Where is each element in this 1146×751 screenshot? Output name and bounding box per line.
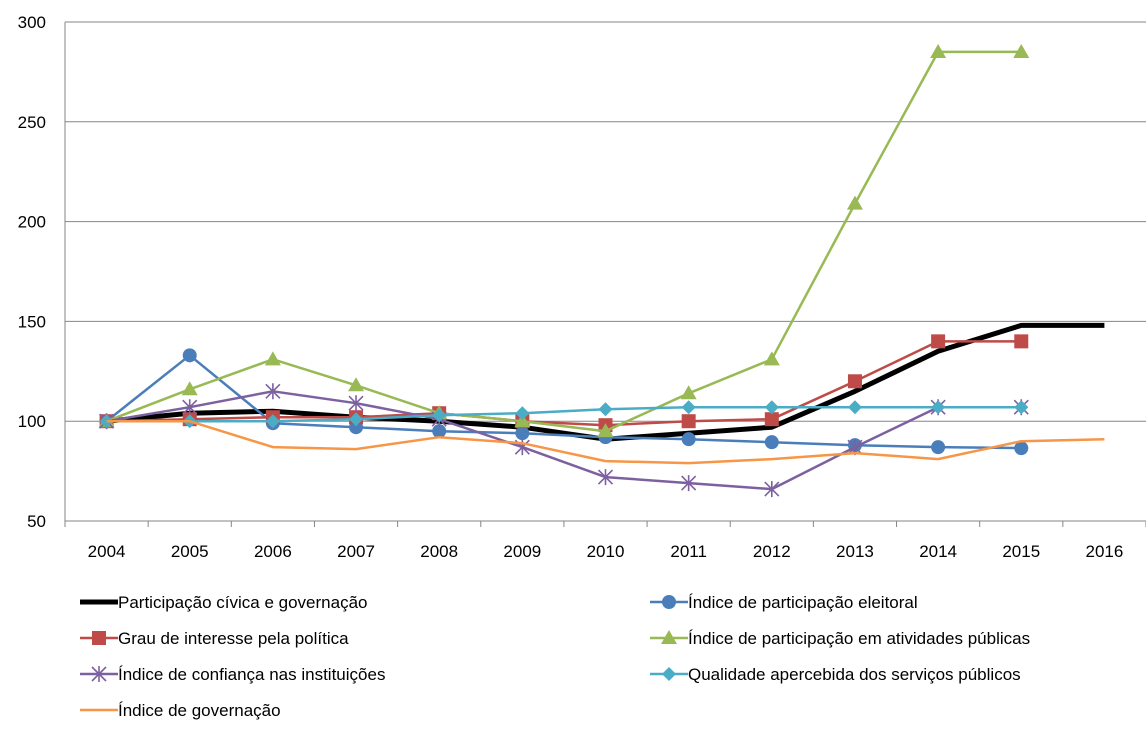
series-3-point [680,385,697,400]
y-tick-label: 150 [18,312,46,331]
x-tick-label: 2013 [836,542,874,561]
legend-label-0: Participação cívica e governação [118,593,367,612]
series-line-5 [106,405,1022,423]
series-line-2 [106,340,1022,427]
series-5-point [681,400,696,415]
legend-label-2: Grau de interesse pela política [118,629,349,648]
x-tick-label: 2009 [503,542,541,561]
legend-marker-4 [91,666,107,682]
series-5-point [515,406,530,421]
series-5-point [598,402,613,417]
series-line-3 [106,50,1022,433]
x-tick-label: 2014 [919,542,957,561]
series-1-point [681,432,696,447]
series-line-6 [106,419,1105,465]
series-line-1 [105,354,1022,450]
series-5-point [99,414,114,429]
legend-marker-5 [662,667,676,681]
legend-label-6: Índice de governação [118,701,281,720]
series-3-point [348,377,365,392]
legend-label-1: Índice de participação eleitoral [688,593,918,612]
series-2-point [1014,334,1029,349]
series-4-point [182,399,198,416]
series-2-point [931,334,946,349]
x-tick-label: 2010 [587,542,625,561]
x-tick-label: 2015 [1002,542,1040,561]
series-3-point [763,351,780,366]
legend-marker-3 [661,630,677,644]
series-2-point [764,412,779,427]
x-tick-label: 2008 [420,542,458,561]
series-4-point [265,383,281,400]
x-tick-label: 2006 [254,542,292,561]
series-1-point [1014,441,1029,456]
series-1-point [515,426,530,441]
series-4-point [348,395,364,412]
series-3-point [597,423,614,438]
series-3-point [846,195,863,210]
series-4-point [597,469,614,486]
series-5-point [349,412,364,427]
series-2-point [847,374,862,389]
series-2-point [681,414,696,429]
series-3-point [930,43,947,58]
series-5-point [265,414,280,429]
series-1-point [931,440,946,455]
x-tick-label: 2004 [88,542,126,561]
y-tick-label: 50 [27,512,46,531]
legend-label-4: Índice de confiança nas instituições [118,665,385,684]
series-4-point [681,475,697,492]
series-5-point [847,400,862,415]
series-4-point [514,439,530,456]
series-1-point [182,348,197,363]
series-3-point [1013,43,1030,58]
legend-label-5: Qualidade apercebida dos serviços públic… [688,665,1021,684]
series-3-point [181,381,198,396]
y-tick-label: 300 [18,13,46,32]
series-3-point [264,351,281,366]
legend-marker-1 [662,595,676,609]
series-5-point [1014,400,1029,415]
legend-label-3: Índice de participação em atividades púb… [688,629,1030,648]
x-tick-label: 2005 [171,542,209,561]
series-4-point [764,481,780,498]
series-line-4 [106,390,1022,491]
series-1-point [432,424,447,439]
series-5-point [764,400,779,415]
series-5-point [931,400,946,415]
x-tick-label: 2007 [337,542,375,561]
x-tick-label: 2012 [753,542,791,561]
legend-marker-2 [92,631,106,645]
x-tick-label: 2011 [670,542,707,561]
series-1-point [764,435,779,450]
y-tick-label: 100 [18,412,46,431]
y-tick-label: 250 [18,113,46,132]
y-tick-label: 200 [18,213,46,232]
x-tick-label: 2016 [1086,542,1124,561]
series-5-point [432,408,447,423]
